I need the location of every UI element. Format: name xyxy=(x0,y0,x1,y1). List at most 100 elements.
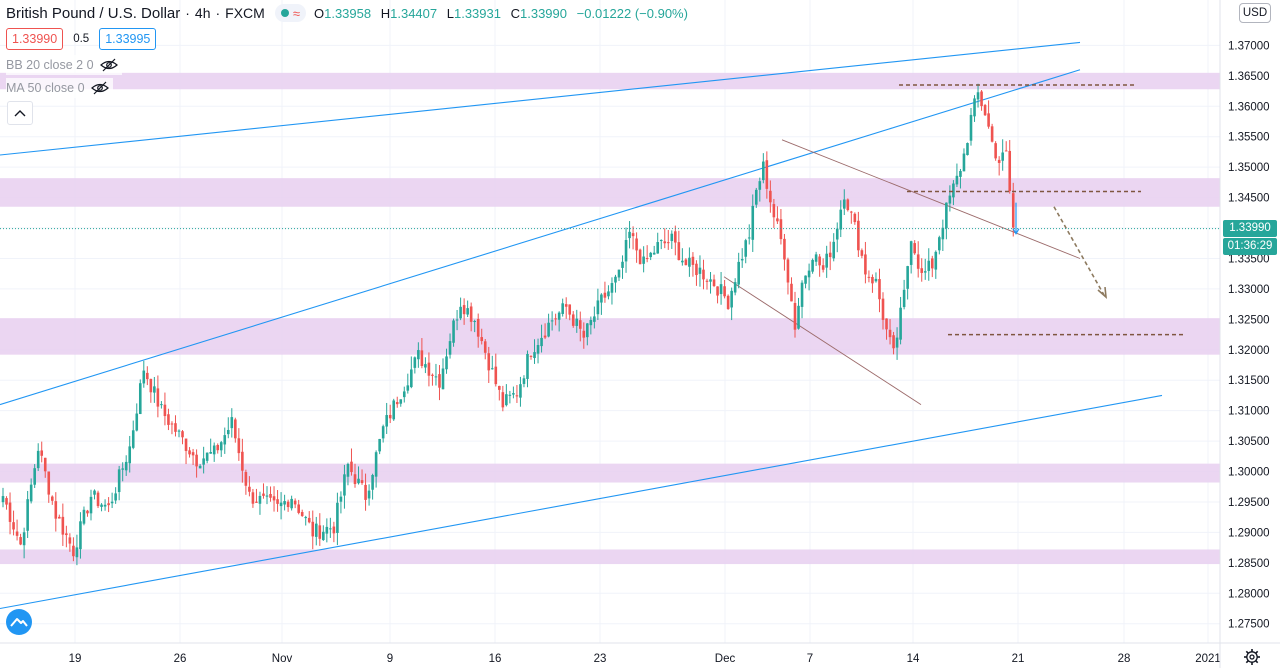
candle-body xyxy=(586,323,589,338)
candle-body xyxy=(821,265,825,270)
candle-body xyxy=(293,500,297,505)
candle-body xyxy=(128,446,132,464)
candle-body xyxy=(167,414,170,425)
candle-body xyxy=(832,241,836,259)
candle-body xyxy=(427,362,431,376)
eye-crossed-icon[interactable] xyxy=(99,58,118,72)
candle-body xyxy=(124,461,128,471)
interval-label[interactable]: 4h xyxy=(194,5,211,21)
candle-body xyxy=(895,337,899,348)
candle-body xyxy=(888,329,892,338)
x-tick-label: Dec xyxy=(715,653,736,665)
buy-button[interactable]: 1.33995 xyxy=(99,28,157,50)
candle-body xyxy=(659,239,663,241)
candle-body xyxy=(638,249,642,265)
market-status-pill[interactable]: ≈ xyxy=(274,4,306,22)
candle-body xyxy=(276,499,279,504)
candle-body xyxy=(1004,150,1008,152)
candle-body xyxy=(807,270,811,278)
candle-body xyxy=(272,496,276,501)
candle-body xyxy=(797,305,800,329)
x-tick-label: 7 xyxy=(807,653,813,665)
candle-body xyxy=(684,259,688,266)
candle-body xyxy=(881,298,885,320)
candle-body xyxy=(434,376,438,378)
candle-body xyxy=(438,374,441,388)
y-tick-label: 1.37000 xyxy=(1228,40,1270,52)
candle-body xyxy=(976,92,980,100)
candle-body xyxy=(75,547,79,558)
x-tick-label: 14 xyxy=(907,653,920,665)
open-value: 1.33958 xyxy=(324,5,372,21)
candle-body xyxy=(269,493,272,498)
candle-body xyxy=(885,318,888,330)
falling-wedge-lower-line xyxy=(723,276,922,405)
bar-countdown-tag: 01:36:29 xyxy=(1223,237,1277,255)
candle-body xyxy=(490,368,494,370)
candle-body xyxy=(209,452,212,454)
collapse-legend-button[interactable] xyxy=(7,101,33,125)
indicator-label: BB 20 close 2 0 xyxy=(6,58,94,72)
zone-band xyxy=(0,318,1220,355)
support-resistance-zones xyxy=(0,72,1220,565)
candle-body xyxy=(304,517,308,519)
candle-body xyxy=(279,502,283,507)
candle-body xyxy=(459,306,462,319)
candle-body xyxy=(850,211,853,213)
candle-body xyxy=(156,388,160,407)
indicator-bb[interactable]: BB 20 close 2 0 xyxy=(6,55,122,75)
candle-body xyxy=(754,189,758,205)
candle-body xyxy=(874,278,878,282)
candle-body xyxy=(702,269,705,280)
sell-button[interactable]: 1.33990 xyxy=(6,28,64,50)
spread-label: 0.5 xyxy=(73,33,90,45)
candle-body xyxy=(783,238,786,260)
candle-body xyxy=(649,252,652,258)
candle-body xyxy=(825,253,828,268)
candle-body xyxy=(670,233,674,242)
y-tick-label: 1.36000 xyxy=(1228,101,1270,113)
candle-body xyxy=(61,516,65,535)
candle-body xyxy=(181,431,184,438)
candle-body xyxy=(216,444,220,451)
candle-body xyxy=(596,300,600,315)
gear-icon[interactable] xyxy=(1243,648,1261,666)
candle-body xyxy=(142,370,146,384)
candle-body xyxy=(920,268,924,273)
candle-body xyxy=(110,501,114,504)
candle-body xyxy=(68,537,72,544)
candle-body xyxy=(927,260,931,271)
candle-body xyxy=(476,318,480,337)
candle-body xyxy=(244,472,248,486)
candle-body xyxy=(593,316,596,322)
candle-body xyxy=(617,269,621,278)
candle-body xyxy=(930,258,934,269)
candle-body xyxy=(367,490,371,499)
candle-body xyxy=(251,492,255,504)
tradingview-logo[interactable] xyxy=(6,609,32,635)
candle-body xyxy=(814,254,818,262)
candle-body xyxy=(656,242,660,254)
candle-body xyxy=(86,510,89,514)
candle-body xyxy=(663,241,667,244)
candle-body xyxy=(399,399,403,404)
candle-body xyxy=(776,218,779,222)
y-tick-label: 1.35000 xyxy=(1228,162,1270,174)
eye-crossed-icon[interactable] xyxy=(90,81,109,95)
candle-body xyxy=(811,259,814,272)
indicator-ma[interactable]: MA 50 close 0 xyxy=(6,78,113,98)
mountain-icon xyxy=(10,618,28,627)
candle-body xyxy=(121,468,124,470)
candle-body xyxy=(828,252,832,258)
x-tick-label: 2021 xyxy=(1195,653,1221,665)
candle-body xyxy=(318,525,322,539)
y-tick-label: 1.29500 xyxy=(1228,497,1270,509)
candle-body xyxy=(501,392,505,408)
candle-body xyxy=(8,502,12,522)
symbol-title[interactable]: British Pound / U.S. Dollar xyxy=(6,4,181,22)
candle-body xyxy=(691,256,695,265)
candle-body xyxy=(441,368,445,390)
y-tick-label: 1.34500 xyxy=(1228,193,1270,205)
currency-button[interactable]: USD xyxy=(1239,3,1271,23)
